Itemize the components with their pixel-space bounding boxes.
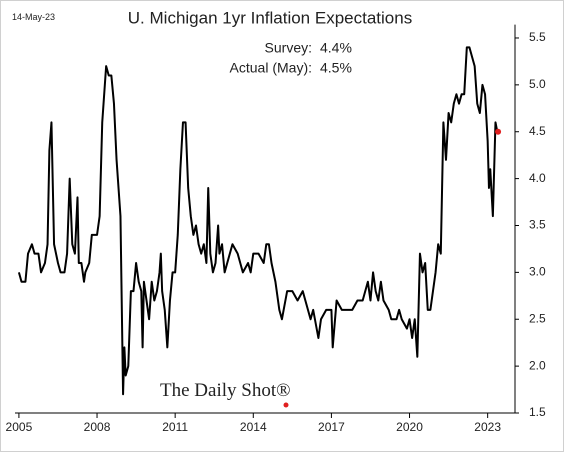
highlight-point [495, 128, 502, 135]
source-logo: The Daily Shot® [160, 380, 291, 401]
annotation-value: 4.5% [320, 60, 352, 76]
x-tick-label: 2023 [474, 420, 501, 434]
y-tick-label: 1.5 [529, 405, 546, 419]
y-tick-label: 5.0 [529, 77, 546, 91]
annotation-value: 4.4% [320, 40, 352, 56]
y-tick-label: 4.0 [529, 171, 546, 185]
annotation-label: Survey: [265, 40, 312, 56]
y-tick-label: 2.0 [529, 358, 546, 372]
y-tick-label: 3.0 [529, 265, 546, 279]
x-tick-label: 2005 [6, 420, 33, 434]
annotation-label: Actual (May): [230, 60, 312, 76]
x-tick-label: 2008 [84, 420, 111, 434]
data-line [17, 46, 499, 396]
logo-dot [283, 402, 289, 408]
date-stamp: 14-May-23 [12, 12, 55, 22]
y-tick-label: 5.5 [529, 30, 546, 44]
y-tick-label: 2.5 [529, 311, 546, 325]
y-tick-label: 4.5 [529, 124, 546, 138]
chart-title: U. Michigan 1yr Inflation Expectations [128, 8, 412, 27]
x-tick-label: 2017 [318, 420, 345, 434]
x-tick-label: 2020 [396, 420, 423, 434]
x-tick-label: 2014 [240, 420, 267, 434]
x-tick-label: 2011 [162, 420, 188, 434]
y-tick-label: 3.5 [529, 218, 546, 232]
